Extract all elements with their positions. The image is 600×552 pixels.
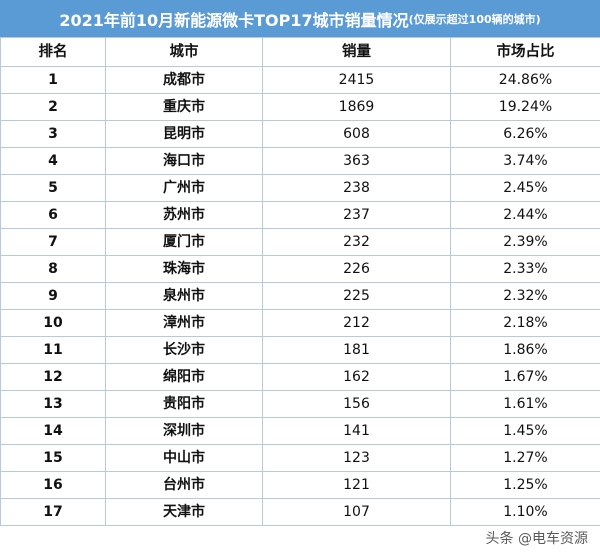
table-row: 7 厦门市 232 2.39% (0, 228, 600, 256)
table-title: 2021年前10月新能源微卡TOP17城市销量情况 (仅展示超过100辆的城市) (0, 0, 600, 37)
table-row: 4 海口市 363 3.74% (0, 147, 600, 175)
table-row: 11 长沙市 181 1.86% (0, 336, 600, 364)
cell-share: 1.10% (450, 498, 600, 526)
header-city: 城市 (105, 37, 263, 67)
cell-city: 天津市 (105, 498, 263, 526)
title-main: 2021年前10月新能源微卡TOP17城市销量情况 (59, 10, 409, 30)
cell-rank: 6 (0, 201, 106, 229)
cell-sales: 123 (262, 444, 451, 472)
cell-rank: 14 (0, 417, 106, 445)
table-row: 17 天津市 107 1.10% (0, 498, 600, 526)
header-sales: 销量 (262, 37, 451, 67)
table-row: 15 中山市 123 1.27% (0, 444, 600, 472)
cell-rank: 1 (0, 66, 106, 94)
cell-rank: 12 (0, 363, 106, 391)
cell-rank: 11 (0, 336, 106, 364)
cell-sales: 608 (262, 120, 451, 148)
table-row: 3 昆明市 608 6.26% (0, 120, 600, 148)
cell-city: 长沙市 (105, 336, 263, 364)
table-row: 13 贵阳市 156 1.61% (0, 390, 600, 418)
cell-sales: 121 (262, 471, 451, 499)
cell-rank: 9 (0, 282, 106, 310)
cell-rank: 16 (0, 471, 106, 499)
cell-share: 6.26% (450, 120, 600, 148)
cell-sales: 237 (262, 201, 451, 229)
cell-sales: 226 (262, 255, 451, 283)
cell-city: 绵阳市 (105, 363, 263, 391)
cell-sales: 156 (262, 390, 451, 418)
cell-share: 1.45% (450, 417, 600, 445)
cell-city: 泉州市 (105, 282, 263, 310)
cell-sales: 181 (262, 336, 451, 364)
cell-rank: 5 (0, 174, 106, 202)
table-row: 1 成都市 2415 24.86% (0, 66, 600, 94)
cell-share: 1.67% (450, 363, 600, 391)
cell-share: 2.45% (450, 174, 600, 202)
cell-city: 海口市 (105, 147, 263, 175)
cell-city: 贵阳市 (105, 390, 263, 418)
cell-share: 1.25% (450, 471, 600, 499)
table-row: 16 台州市 121 1.25% (0, 471, 600, 499)
cell-rank: 7 (0, 228, 106, 256)
table-row: 12 绵阳市 162 1.67% (0, 363, 600, 391)
cell-rank: 10 (0, 309, 106, 337)
cell-sales: 2415 (262, 66, 451, 94)
cell-share: 1.86% (450, 336, 600, 364)
cell-city: 广州市 (105, 174, 263, 202)
table-row: 14 深圳市 141 1.45% (0, 417, 600, 445)
cell-share: 19.24% (450, 93, 600, 121)
cell-rank: 15 (0, 444, 106, 472)
cell-city: 漳州市 (105, 309, 263, 337)
table-row: 6 苏州市 237 2.44% (0, 201, 600, 229)
table-row: 5 广州市 238 2.45% (0, 174, 600, 202)
cell-city: 珠海市 (105, 255, 263, 283)
table-row: 2 重庆市 1869 19.24% (0, 93, 600, 121)
cell-rank: 8 (0, 255, 106, 283)
sales-table: 排名 城市 销量 市场占比 1 成都市 2415 24.86% 2 重庆市 1869 19.2… (0, 37, 600, 526)
cell-sales: 363 (262, 147, 451, 175)
cell-share: 1.61% (450, 390, 600, 418)
cell-sales: 1869 (262, 93, 451, 121)
table-row: 8 珠海市 226 2.33% (0, 255, 600, 283)
cell-city: 台州市 (105, 471, 263, 499)
header-rank: 排名 (0, 37, 106, 67)
header-row: 排名 城市 销量 市场占比 (0, 37, 600, 67)
table-row: 9 泉州市 225 2.32% (0, 282, 600, 310)
cell-rank: 4 (0, 147, 106, 175)
cell-share: 2.39% (450, 228, 600, 256)
credit-text: 头条 @电车资源 (485, 531, 588, 547)
title-note: (仅展示超过100辆的城市) (408, 12, 541, 26)
cell-sales: 232 (262, 228, 451, 256)
cell-city: 中山市 (105, 444, 263, 472)
cell-sales: 162 (262, 363, 451, 391)
cell-sales: 107 (262, 498, 451, 526)
cell-share: 1.27% (450, 444, 600, 472)
cell-share: 2.44% (450, 201, 600, 229)
cell-share: 2.32% (450, 282, 600, 310)
header-share: 市场占比 (450, 37, 600, 67)
table-row: 10 漳州市 212 2.18% (0, 309, 600, 337)
cell-city: 成都市 (105, 66, 263, 94)
table-body: 1 成都市 2415 24.86% 2 重庆市 1869 19.24% 3 昆明市 608 6.26%… (0, 66, 600, 526)
cell-share: 3.74% (450, 147, 600, 175)
cell-share: 2.33% (450, 255, 600, 283)
cell-sales: 238 (262, 174, 451, 202)
cell-rank: 17 (0, 498, 106, 526)
cell-city: 重庆市 (105, 93, 263, 121)
cell-sales: 141 (262, 417, 451, 445)
cell-city: 厦门市 (105, 228, 263, 256)
cell-rank: 3 (0, 120, 106, 148)
cell-sales: 225 (262, 282, 451, 310)
cell-city: 苏州市 (105, 201, 263, 229)
cell-rank: 13 (0, 390, 106, 418)
cell-rank: 2 (0, 93, 106, 121)
cell-city: 深圳市 (105, 417, 263, 445)
cell-share: 24.86% (450, 66, 600, 94)
cell-city: 昆明市 (105, 120, 263, 148)
cell-share: 2.18% (450, 309, 600, 337)
cell-sales: 212 (262, 309, 451, 337)
